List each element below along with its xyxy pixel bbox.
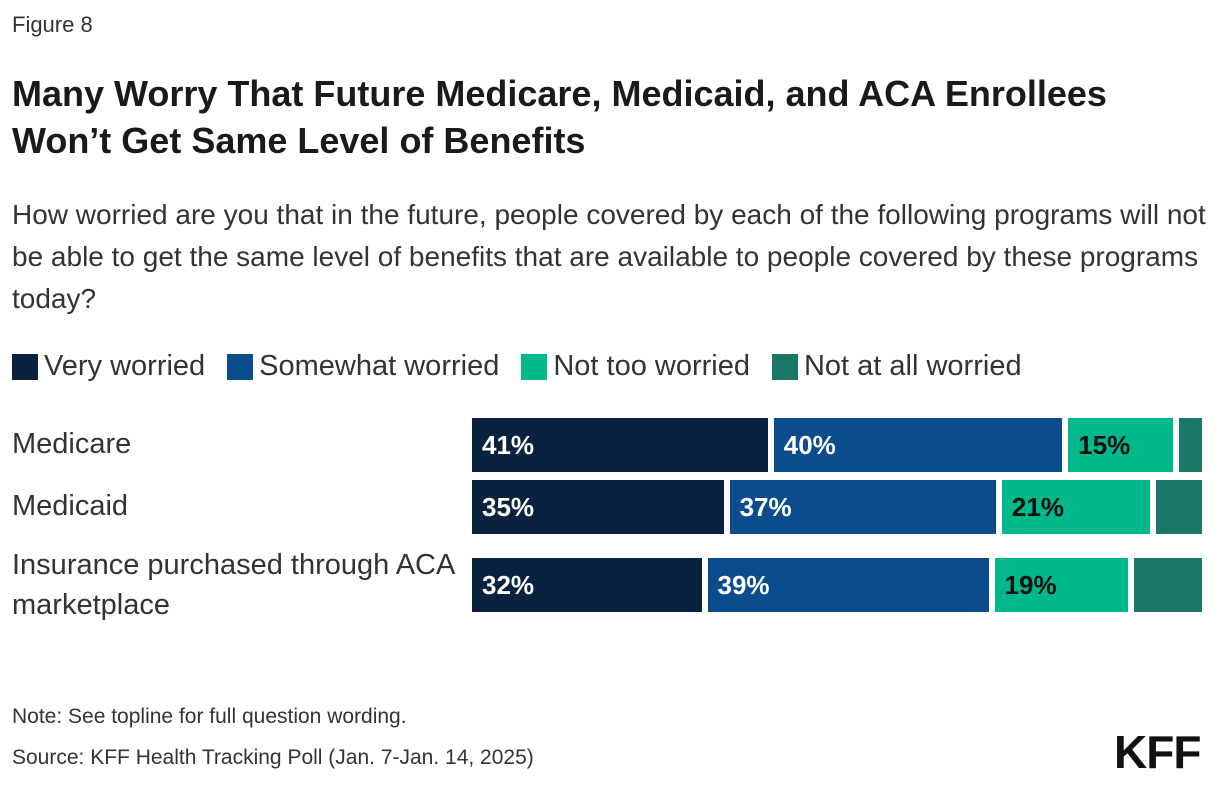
bar-segment bbox=[472, 558, 702, 612]
logo: KFF bbox=[1114, 726, 1201, 778]
bar-segment bbox=[1001, 480, 1151, 534]
bar-segment bbox=[773, 418, 1063, 472]
figure-label: Figure 8 bbox=[12, 12, 93, 37]
legend-item: Not at all worried bbox=[771, 350, 1022, 383]
value-label: 37% bbox=[739, 492, 792, 522]
bar-segment bbox=[472, 418, 768, 472]
value-label: 39% bbox=[717, 570, 770, 600]
legend-item: Not too worried bbox=[521, 350, 750, 383]
value-label: 15% bbox=[1078, 430, 1131, 460]
chart-subtitle: How worried are you that in the future, … bbox=[12, 199, 1206, 314]
legend-label: Somewhat worried bbox=[259, 350, 500, 382]
value-label: 41% bbox=[482, 430, 535, 460]
legend-swatch bbox=[227, 353, 254, 380]
category-label: Medicare bbox=[12, 428, 132, 460]
value-label: 19% bbox=[1004, 570, 1057, 600]
legend-item: Somewhat worried bbox=[227, 350, 499, 383]
source: Source: KFF Health Tracking Poll (Jan. 7… bbox=[12, 746, 534, 769]
legend-label: Not at all worried bbox=[803, 350, 1022, 382]
value-label: 21% bbox=[1011, 492, 1064, 522]
bar-segment bbox=[729, 480, 996, 534]
legend-label: Very worried bbox=[44, 350, 206, 382]
note: Note: See topline for full question word… bbox=[12, 705, 407, 728]
value-label: 40% bbox=[783, 430, 836, 460]
bar-segment bbox=[1068, 418, 1173, 472]
value-label: 35% bbox=[482, 492, 535, 522]
category-label: Medicaid bbox=[12, 490, 129, 522]
bar-segment bbox=[994, 558, 1129, 612]
legend-label: Not too worried bbox=[553, 350, 750, 382]
bar-segment bbox=[472, 480, 724, 534]
legend: Very worried Somewhat worried Not too worr… bbox=[12, 350, 1022, 383]
legend-item: Very worried bbox=[12, 350, 205, 383]
bar-segment bbox=[1178, 418, 1202, 472]
bar-segment bbox=[707, 558, 989, 612]
chart-title: Many Worry That Future Medicare, Medicai… bbox=[12, 73, 1107, 161]
legend-swatch bbox=[771, 353, 798, 380]
category-label: Insurance purchased through ACA marketpl… bbox=[12, 549, 454, 621]
legend-swatch bbox=[521, 353, 548, 380]
legend-swatch bbox=[12, 353, 38, 380]
value-label: 32% bbox=[482, 570, 535, 600]
bar-segment bbox=[1156, 480, 1202, 534]
bar-segment bbox=[1134, 558, 1202, 612]
